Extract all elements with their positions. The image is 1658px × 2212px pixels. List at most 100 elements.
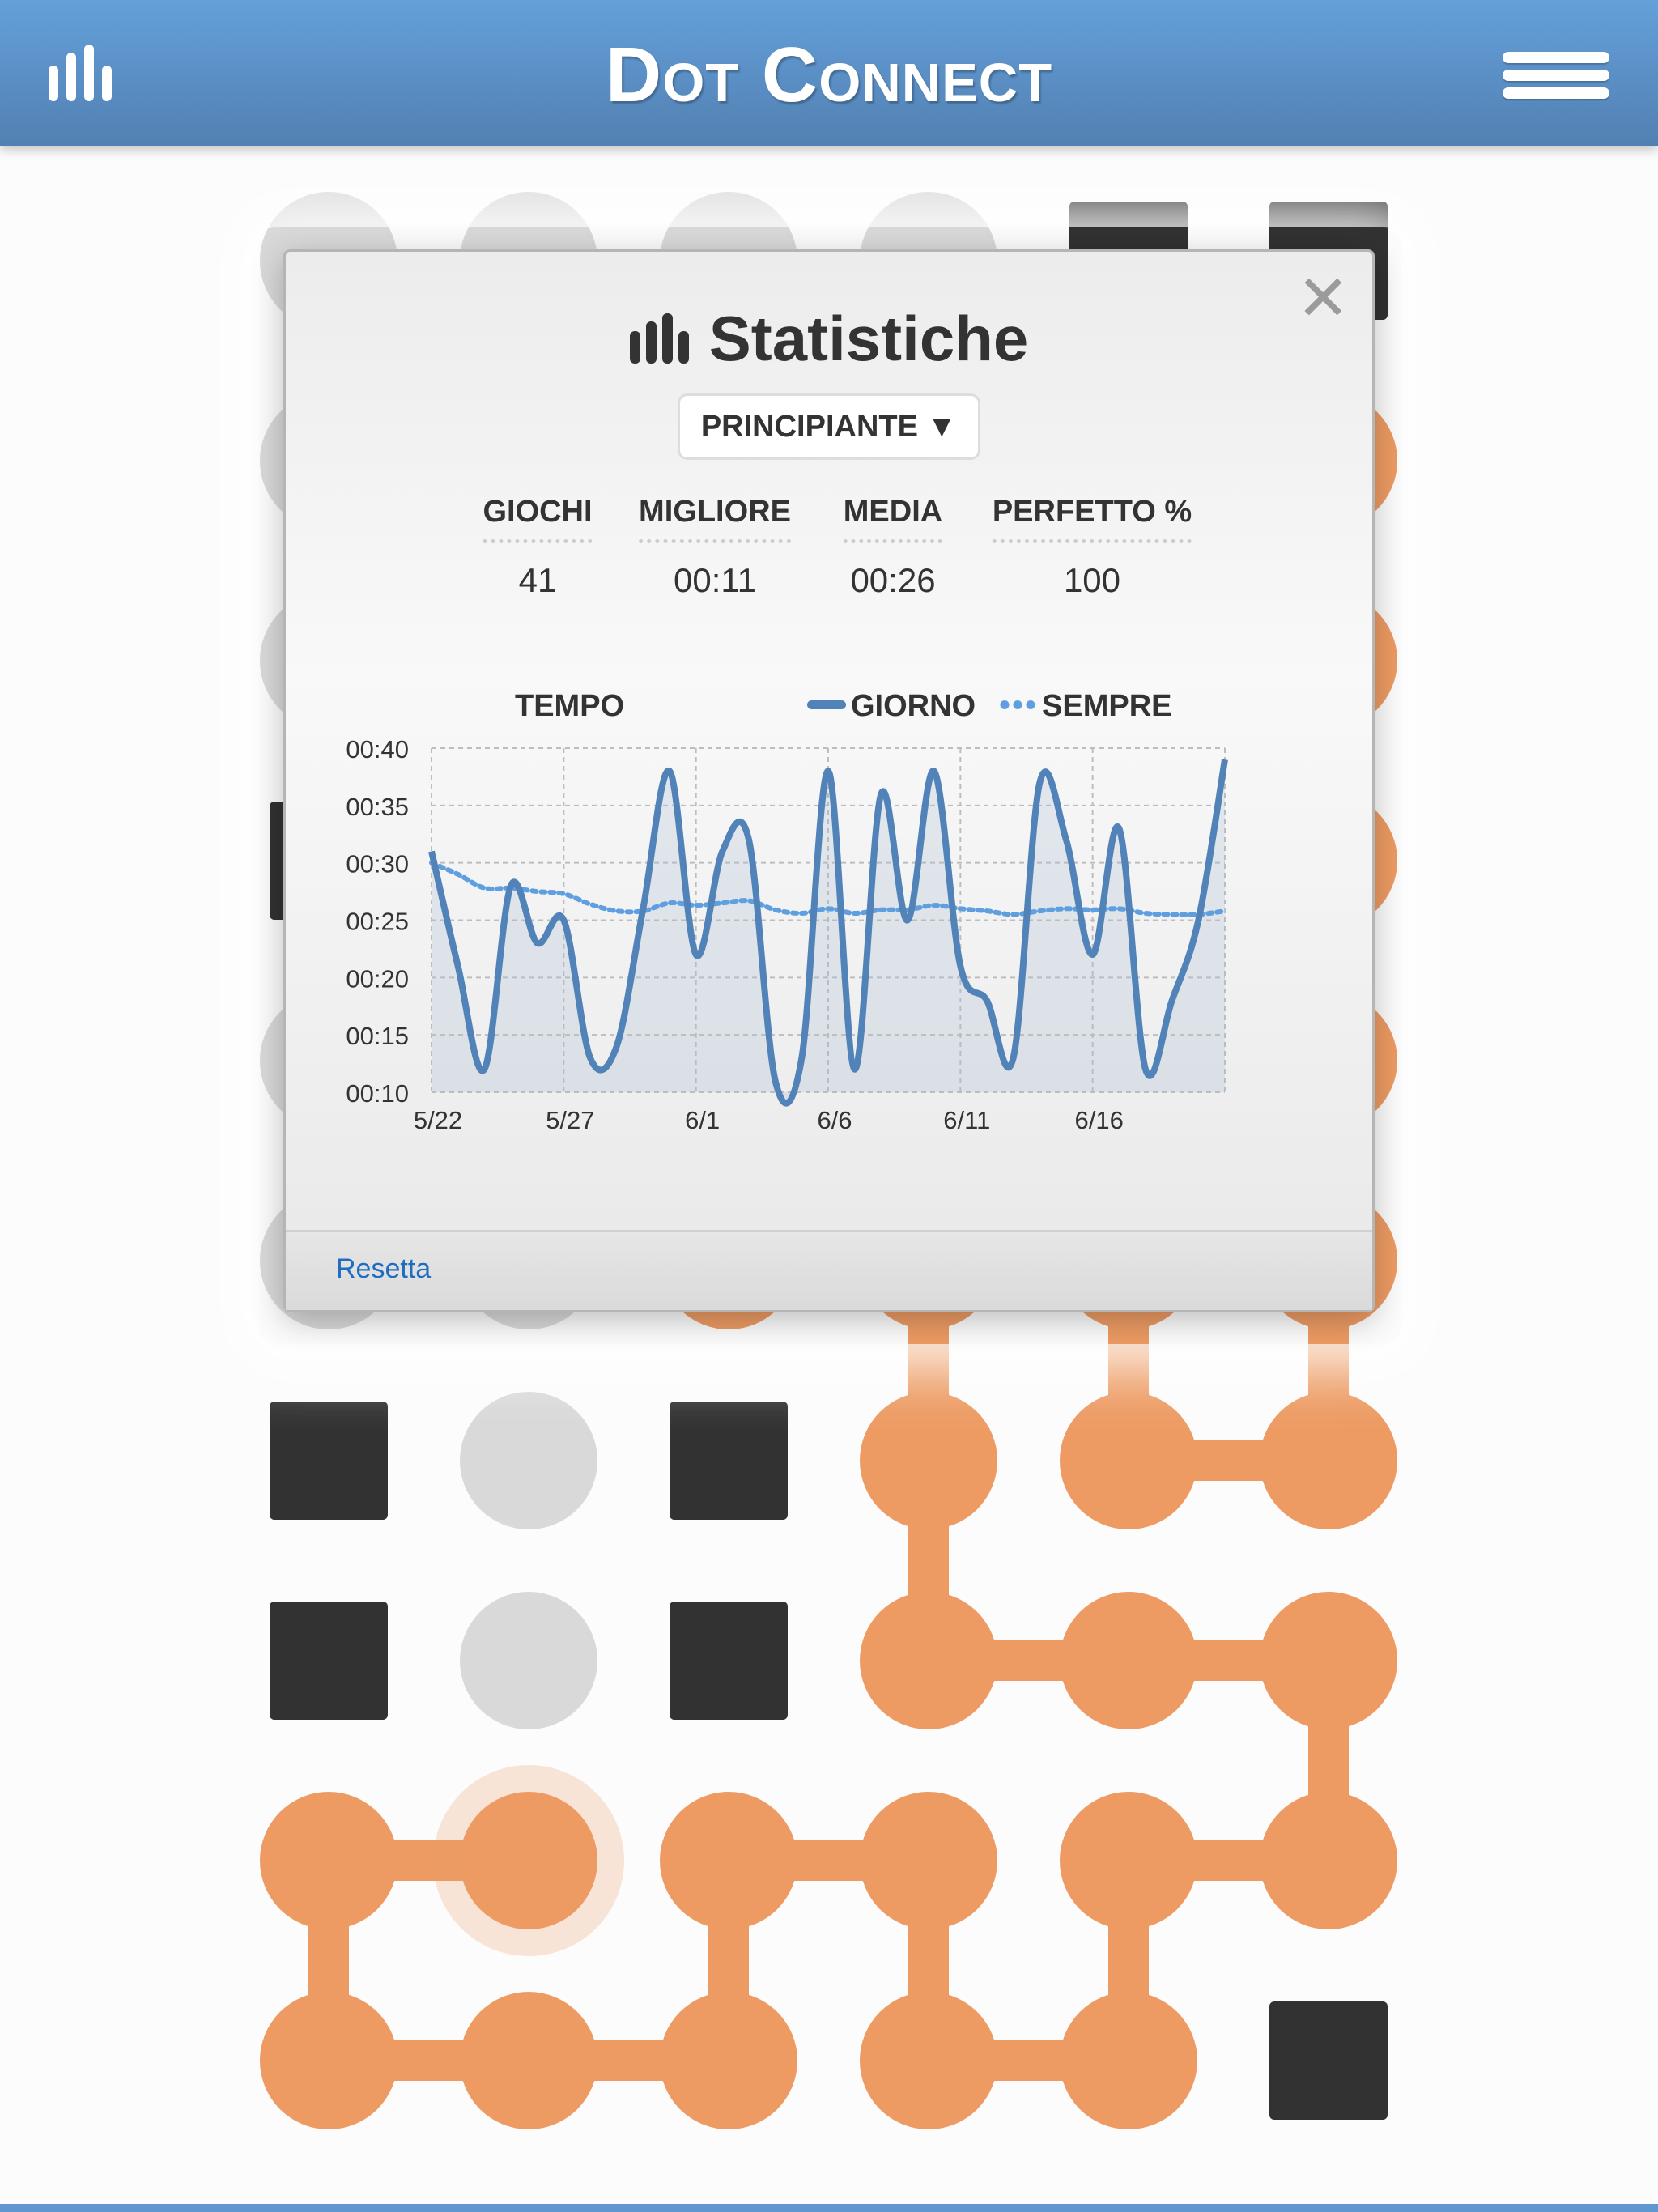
giorno-point: [1118, 827, 1120, 829]
sempre-line: [429, 860, 1227, 917]
filled-dot[interactable]: [660, 1992, 797, 2129]
x-tick-label: 6/6: [817, 1106, 852, 1134]
filled-dot[interactable]: [860, 1592, 997, 1729]
giorno-point: [1145, 1069, 1146, 1070]
stat-label: MIGLIORE: [639, 495, 791, 543]
giorno-point: [721, 851, 723, 853]
dialog-footer: Resetta: [286, 1230, 1372, 1310]
giorno-point: [907, 920, 908, 921]
filled-dot[interactable]: [1060, 1392, 1197, 1529]
giorno-point: [589, 1057, 591, 1059]
x-tick-label: 6/11: [943, 1106, 990, 1134]
giorno-point: [563, 920, 564, 921]
filled-dot[interactable]: [260, 1992, 397, 2129]
giorno-point: [1013, 1057, 1014, 1059]
empty-dot[interactable]: [460, 1592, 597, 1729]
filled-dot[interactable]: [1260, 1392, 1397, 1529]
y-tick-label: 00:15: [346, 1022, 409, 1050]
filled-dot[interactable]: [460, 1992, 597, 2129]
block-square[interactable]: [270, 1602, 388, 1720]
legend-sempre: SEMPRE: [998, 689, 1171, 724]
giorno-point: [483, 1069, 485, 1070]
giorno-point: [1039, 782, 1040, 784]
difficulty-value: PRINCIPIANTE: [700, 410, 918, 444]
dialog-title: Statistiche: [286, 302, 1372, 376]
giorno-point: [457, 965, 459, 967]
y-tick-label: 00:40: [346, 735, 409, 764]
stat-label: GIOCHI: [483, 495, 593, 543]
y-tick-label: 00:35: [346, 793, 409, 821]
giorno-point: [986, 1000, 988, 1002]
stat-value: 41: [518, 561, 557, 599]
giorno-point: [775, 1080, 776, 1082]
giorno-point: [959, 965, 961, 967]
filled-dot[interactable]: [860, 1792, 997, 1929]
stat-perfect: PERFETTO % 100: [992, 495, 1192, 600]
stat-games: GIOCHI 41: [483, 495, 593, 600]
block-square[interactable]: [670, 1602, 788, 1720]
stat-best: MIGLIORE 00:11: [639, 495, 791, 600]
legend-label: SEMPRE: [1042, 689, 1172, 723]
giorno-point: [801, 1057, 802, 1059]
filled-dot[interactable]: [860, 1992, 997, 2129]
empty-dot[interactable]: [460, 1392, 597, 1529]
legend-dotted-swatch: [998, 700, 1037, 709]
giorno-point: [880, 793, 882, 795]
legend-label: GIORNO: [851, 689, 976, 723]
stat-average: MEDIA 00:26: [843, 495, 943, 600]
block-square[interactable]: [1269, 2001, 1388, 2120]
stats-bars-icon[interactable]: [49, 45, 113, 101]
y-tick-label: 00:10: [346, 1079, 409, 1108]
giorno-area: [432, 759, 1225, 1104]
chart-title: TEMPO: [515, 689, 625, 723]
x-tick-label: 6/16: [1074, 1106, 1123, 1134]
reset-link[interactable]: Resetta: [336, 1253, 432, 1284]
stat-label: PERFETTO %: [992, 495, 1192, 543]
giorno-point: [1197, 920, 1199, 921]
giorno-point: [642, 908, 644, 909]
stat-value: 100: [1063, 561, 1121, 599]
app-header: Dot Connect: [0, 0, 1658, 146]
giorno-point: [827, 770, 829, 772]
dropdown-triangle-icon: ▼: [926, 410, 958, 444]
difficulty-select[interactable]: PRINCIPIANTE ▼: [678, 393, 980, 460]
giorno-point: [431, 851, 432, 853]
filled-dot[interactable]: [1060, 1992, 1197, 2129]
giorno-point: [537, 942, 538, 944]
block-square[interactable]: [270, 1402, 388, 1520]
filled-dot[interactable]: [860, 1392, 997, 1529]
legend-solid-swatch: [807, 700, 846, 709]
giorno-point: [933, 770, 935, 772]
filled-dot[interactable]: [1060, 1792, 1197, 1929]
giorno-point: [1065, 839, 1067, 840]
giorno-point: [510, 885, 512, 887]
x-tick-label: 5/22: [414, 1106, 462, 1134]
giorno-point: [616, 1045, 618, 1047]
y-tick-label: 00:20: [346, 964, 409, 993]
legend-giorno: GIORNO: [807, 689, 976, 724]
filled-dot[interactable]: [460, 1792, 597, 1929]
stats-bars-icon: [629, 313, 691, 364]
dialog-title-text: Statistiche: [708, 303, 1029, 374]
app-title: Dot Connect: [605, 32, 1053, 118]
giorno-point: [854, 1069, 856, 1070]
bottom-bar: [0, 2204, 1658, 2212]
block-square[interactable]: [670, 1402, 788, 1520]
x-tick-label: 5/27: [546, 1106, 594, 1134]
filled-dot[interactable]: [1260, 1592, 1397, 1729]
giorno-point: [1092, 954, 1094, 955]
giorno-point: [695, 954, 697, 955]
giorno-point: [748, 839, 750, 840]
giorno-point: [669, 770, 670, 772]
filled-dot[interactable]: [1060, 1592, 1197, 1729]
hamburger-menu-icon[interactable]: [1503, 52, 1609, 99]
y-tick-label: 00:25: [346, 908, 409, 936]
close-x-icon[interactable]: ✕: [1296, 262, 1350, 334]
x-tick-label: 6/1: [685, 1106, 720, 1134]
filled-dot[interactable]: [260, 1792, 397, 1929]
statistics-dialog: ✕ Statistiche PRINCIPIANTE ▼ GIOCHI 41 MI…: [283, 249, 1375, 1312]
filled-dot[interactable]: [660, 1792, 797, 1929]
time-chart: 00:10 00:15 00:20 00:25 00:30 00:35 00:40 5/22 5…: [346, 735, 1228, 1134]
y-tick-label: 00:30: [346, 850, 409, 878]
filled-dot[interactable]: [1260, 1792, 1397, 1929]
